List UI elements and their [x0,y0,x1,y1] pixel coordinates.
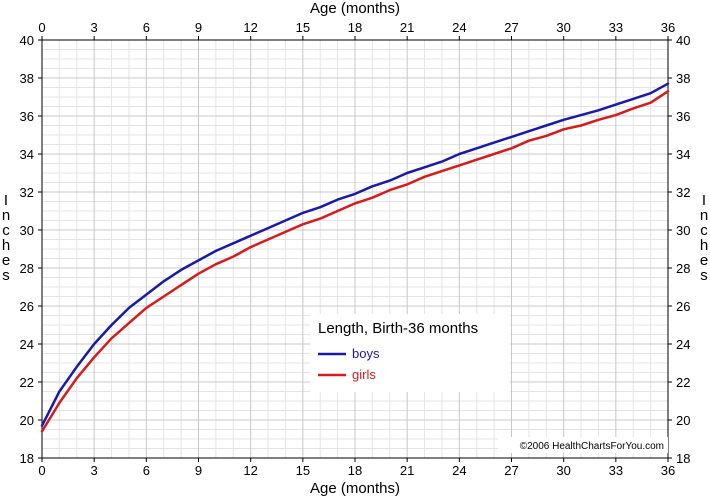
x-tick-label-bottom: 18 [348,463,362,478]
y-tick-label-right: 22 [676,375,690,390]
y-tick-label-right: 36 [676,109,690,124]
x-tick-label-bottom: 12 [243,463,257,478]
x-tick-label-top: 3 [91,20,98,35]
x-tick-label-top: 24 [452,20,466,35]
legend-label-girls: girls [352,367,376,382]
x-tick-label-top: 6 [143,20,150,35]
x-tick-label-top: 21 [400,20,414,35]
x-tick-label-bottom: 27 [504,463,518,478]
x-tick-label-bottom: 36 [661,463,675,478]
y-tick-label-right: 28 [676,261,690,276]
y-axis-title-char: I [4,192,8,209]
x-tick-label-top: 0 [38,20,45,35]
y-tick-label-right: 34 [676,147,690,162]
x-tick-label-bottom: 6 [143,463,150,478]
y-tick-label-right: 40 [676,33,690,48]
y-tick-label-right: 20 [676,413,690,428]
x-tick-label-top: 12 [243,20,257,35]
tick-marks [38,36,672,462]
x-tick-label-top: 27 [504,20,518,35]
y-tick-label-left: 40 [20,33,34,48]
y-axis-title-char: e [700,252,708,269]
y-tick-label-left: 22 [20,375,34,390]
y-tick-label-left: 32 [20,185,34,200]
legend-label-boys: boys [352,346,380,361]
y-tick-label-left: 30 [20,223,34,238]
legend-title: Length, Birth-36 months [318,320,478,337]
y-tick-label-left: 38 [20,71,34,86]
x-axis-title-top: Age (months) [310,0,400,17]
series-lines [40,82,670,433]
y-axis-title-char: h [2,237,10,254]
y-axis-title-char: c [700,222,708,239]
x-tick-label-bottom: 3 [91,463,98,478]
x-tick-label-top: 15 [296,20,310,35]
x-tick-label-bottom: 0 [38,463,45,478]
x-tick-label-top: 30 [556,20,570,35]
x-tick-label-top: 36 [661,20,675,35]
x-tick-label-bottom: 15 [296,463,310,478]
legend: Length, Birth-36 months boys girls [310,314,510,392]
y-tick-label-left: 26 [20,299,34,314]
x-tick-label-bottom: 30 [556,463,570,478]
y-axis-title-char: h [700,237,708,254]
x-tick-label-top: 18 [348,20,362,35]
x-tick-label-bottom: 9 [195,463,202,478]
y-tick-label-right: 26 [676,299,690,314]
y-tick-label-right: 18 [676,451,690,466]
y-tick-label-left: 28 [20,261,34,276]
y-tick-label-right: 32 [676,185,690,200]
y-axis-title-char: n [2,207,10,224]
copyright-background [498,437,668,453]
y-tick-label-left: 24 [20,337,34,352]
x-axis-title-bottom: Age (months) [310,480,400,497]
series-line-boys [40,82,670,427]
y-tick-label-left: 18 [20,451,34,466]
x-tick-label-bottom: 21 [400,463,414,478]
y-axis-title-char: e [2,252,10,269]
y-axis-title-char: I [702,192,706,209]
y-tick-label-left: 36 [20,109,34,124]
y-tick-label-left: 20 [20,413,34,428]
series-line-girls [40,90,670,433]
y-axis-title-char: n [700,207,708,224]
y-axis-title-char: c [2,222,10,239]
x-tick-label-top: 33 [609,20,623,35]
tick-labels: 0033669912121515181821212424272730303333… [20,20,691,478]
y-tick-label-left: 34 [20,147,34,162]
copyright-text: ©2006 HealthChartsForYou.com [520,441,664,452]
y-tick-label-right: 30 [676,223,690,238]
y-axis-title-char: s [700,267,708,284]
y-axis-title-char: s [2,267,10,284]
y-tick-label-right: 38 [676,71,690,86]
x-tick-label-bottom: 24 [452,463,466,478]
x-tick-label-top: 9 [195,20,202,35]
x-tick-label-bottom: 33 [609,463,623,478]
y-tick-label-right: 24 [676,337,690,352]
